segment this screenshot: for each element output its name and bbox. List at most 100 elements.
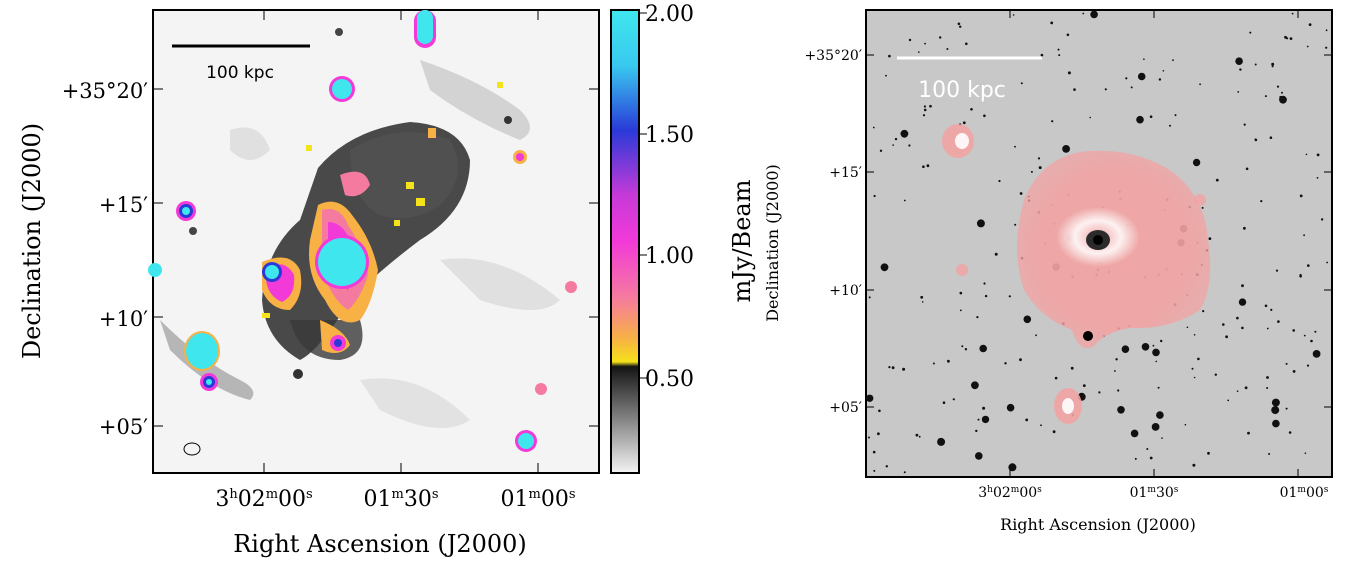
star bbox=[1285, 407, 1288, 410]
star bbox=[1130, 429, 1139, 438]
star bbox=[1172, 59, 1174, 61]
star bbox=[964, 348, 968, 351]
star bbox=[1276, 85, 1280, 88]
star bbox=[1136, 115, 1144, 124]
star bbox=[977, 418, 980, 421]
star bbox=[976, 219, 985, 228]
right-x-axis-label: Right Ascension (J2000) bbox=[1000, 515, 1196, 534]
star bbox=[1243, 123, 1246, 126]
star bbox=[957, 22, 961, 26]
star bbox=[1191, 367, 1194, 370]
star bbox=[983, 282, 986, 285]
star bbox=[1314, 330, 1317, 333]
star bbox=[1270, 308, 1273, 311]
star bbox=[975, 452, 983, 460]
star bbox=[1020, 82, 1023, 85]
star bbox=[1215, 178, 1219, 182]
star bbox=[1266, 387, 1269, 389]
star bbox=[1184, 423, 1187, 426]
star bbox=[1271, 65, 1274, 68]
star bbox=[1114, 370, 1116, 372]
star bbox=[1208, 237, 1212, 241]
star bbox=[1316, 153, 1320, 157]
radio-point-sources bbox=[148, 10, 577, 452]
star bbox=[922, 114, 926, 117]
star bbox=[866, 394, 874, 402]
star bbox=[965, 42, 968, 46]
colorbar-tick-label: 0.50 bbox=[645, 367, 694, 392]
star bbox=[1030, 170, 1033, 173]
star bbox=[1275, 269, 1279, 272]
star bbox=[926, 164, 930, 168]
left-x-axis-label: Right Ascension (J2000) bbox=[233, 530, 527, 558]
star bbox=[1152, 344, 1155, 347]
star bbox=[1316, 177, 1319, 179]
star bbox=[1292, 329, 1295, 332]
star bbox=[1272, 419, 1280, 428]
star bbox=[1174, 114, 1177, 117]
star bbox=[872, 450, 876, 454]
star bbox=[1090, 10, 1098, 19]
star bbox=[1137, 72, 1146, 81]
right-tick-marks bbox=[866, 10, 1332, 477]
star bbox=[1057, 48, 1060, 51]
star bbox=[924, 42, 926, 45]
star bbox=[994, 252, 998, 256]
star bbox=[975, 429, 978, 433]
star bbox=[1254, 138, 1258, 142]
star bbox=[1303, 334, 1306, 337]
star bbox=[1160, 339, 1163, 343]
star bbox=[1260, 200, 1263, 203]
star bbox=[1269, 136, 1273, 139]
star bbox=[1169, 124, 1171, 127]
star bbox=[1073, 88, 1076, 91]
left-y-axis-label: Declination (J2000) bbox=[18, 123, 46, 359]
star bbox=[1299, 274, 1302, 278]
star bbox=[903, 471, 906, 474]
star bbox=[915, 433, 919, 437]
star bbox=[982, 406, 986, 410]
star bbox=[888, 54, 891, 58]
star bbox=[1115, 358, 1118, 361]
star bbox=[984, 294, 988, 298]
colorbar-gradient bbox=[610, 9, 640, 474]
star bbox=[1014, 145, 1016, 148]
star bbox=[1008, 295, 1011, 298]
star bbox=[923, 105, 927, 108]
star bbox=[1245, 167, 1249, 171]
star bbox=[1312, 350, 1321, 358]
star bbox=[1050, 21, 1054, 25]
star bbox=[1236, 390, 1239, 393]
star bbox=[959, 291, 963, 295]
star bbox=[1241, 284, 1244, 288]
star bbox=[1023, 315, 1032, 324]
star bbox=[1149, 115, 1153, 118]
star bbox=[932, 362, 935, 365]
star bbox=[1051, 120, 1054, 123]
star bbox=[1125, 77, 1128, 80]
star bbox=[879, 149, 883, 152]
star bbox=[1134, 457, 1137, 460]
star bbox=[1192, 158, 1201, 167]
star bbox=[885, 74, 887, 77]
left-y-tick-label: +35°20′ bbox=[62, 79, 149, 103]
right-y-axis-label: Declination (J2000) bbox=[763, 164, 782, 322]
star bbox=[947, 359, 950, 363]
star bbox=[1037, 157, 1041, 160]
star bbox=[1304, 452, 1307, 455]
left-radio-map: 100 kpc +35°20′ +15′ +10′ +05′ 3h02m00s … bbox=[18, 9, 600, 558]
star bbox=[868, 296, 871, 299]
star bbox=[894, 137, 898, 141]
star bbox=[923, 108, 927, 112]
star bbox=[1214, 373, 1218, 376]
right-x-tick-label: 3h02m00s bbox=[978, 485, 1042, 501]
star bbox=[872, 126, 875, 129]
star bbox=[1151, 423, 1160, 431]
colorbar: 2.00 1.50 1.00 0.50 mJy/Beam bbox=[610, 2, 756, 474]
star bbox=[1161, 437, 1163, 439]
star bbox=[1239, 68, 1242, 71]
star bbox=[1326, 261, 1328, 264]
right-y-tick-label: +15′ bbox=[829, 165, 862, 181]
star bbox=[1040, 53, 1044, 57]
right-y-tick-label: +35°20′ bbox=[804, 48, 862, 64]
